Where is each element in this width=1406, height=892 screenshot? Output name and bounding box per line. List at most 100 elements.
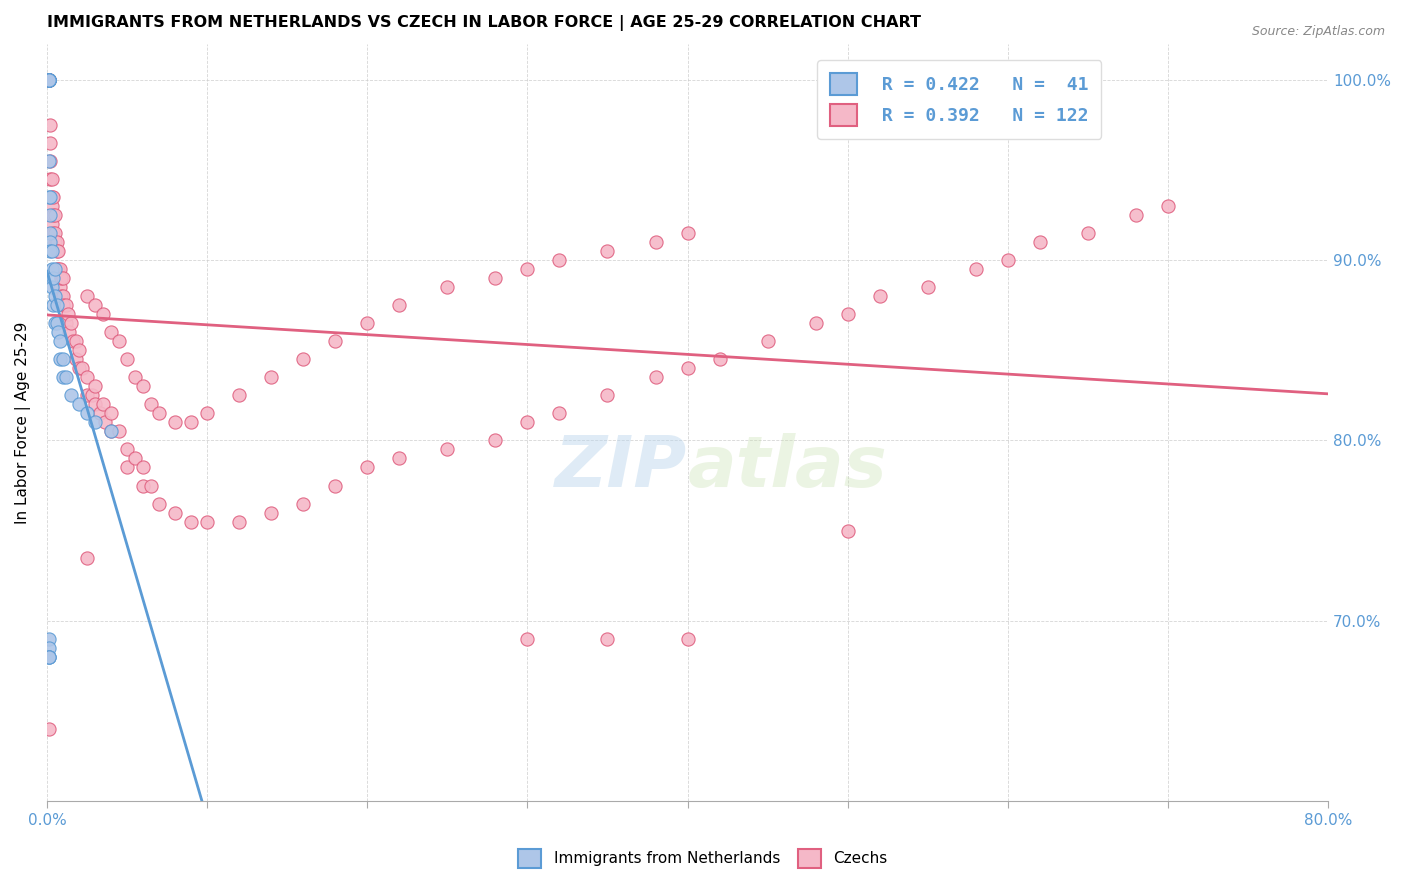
Point [46,325,69,339]
Point [292,497,315,511]
Point [38,649,60,664]
Point [55,316,77,330]
Point [39,226,62,240]
Point [44,289,66,303]
Point [45,244,67,258]
Point [100,425,122,439]
Point [108,334,131,349]
Point [917,280,939,294]
Text: Source: ZipAtlas.com: Source: ZipAtlas.com [1251,25,1385,38]
Point [65,334,87,349]
Point [38,72,60,87]
Point [49,280,72,294]
Point [676,361,699,376]
Point [76,370,98,384]
Point [62,334,84,349]
Point [42,226,65,240]
Point [59,316,82,330]
Point [84,298,107,312]
Point [45,316,67,330]
Point [55,298,77,312]
Point [139,478,162,492]
Point [39,235,62,249]
Point [165,506,187,520]
Point [38,72,60,87]
Point [516,632,538,646]
Point [132,478,155,492]
Point [39,172,62,186]
Point [38,72,60,87]
Point [39,153,62,168]
Point [45,298,67,312]
Point [41,190,63,204]
Point [44,208,66,222]
Point [676,226,699,240]
Point [837,307,859,321]
Point [46,244,69,258]
Point [84,416,107,430]
Point [132,460,155,475]
Point [38,72,60,87]
Point [1125,208,1147,222]
Point [39,136,62,150]
Point [165,416,187,430]
Point [41,280,63,294]
Point [76,550,98,565]
Point [52,271,75,285]
Point [45,235,67,249]
Point [260,506,283,520]
Point [115,442,138,457]
Point [80,388,103,402]
Point [46,262,69,277]
Point [39,244,62,258]
Point [180,515,202,529]
Point [91,397,114,411]
Point [38,632,60,646]
Point [49,352,72,367]
Text: ZIP: ZIP [555,434,688,502]
Point [39,190,62,204]
Point [44,262,66,277]
Point [41,262,63,277]
Point [56,307,79,321]
Point [837,524,859,538]
Point [38,72,60,87]
Point [139,397,162,411]
Point [38,72,60,87]
Text: atlas: atlas [688,434,887,502]
Point [323,478,346,492]
Point [38,72,60,87]
Point [38,649,60,664]
Point [42,298,65,312]
Point [436,442,458,457]
Point [38,190,60,204]
Text: IMMIGRANTS FROM NETHERLANDS VS CZECH IN LABOR FORCE | AGE 25-29 CORRELATION CHAR: IMMIGRANTS FROM NETHERLANDS VS CZECH IN … [46,15,921,31]
Point [484,271,506,285]
Point [42,208,65,222]
Point [100,325,122,339]
Point [67,343,90,358]
Point [44,235,66,249]
Point [49,334,72,349]
Point [41,244,63,258]
Point [44,226,66,240]
Point [38,640,60,655]
Point [67,361,90,376]
Point [39,118,62,132]
Point [180,416,202,430]
Point [55,370,77,384]
Point [228,515,250,529]
Point [42,190,65,204]
Point [38,72,60,87]
Legend:  R = 0.422   N =  41,  R = 0.392   N = 122: R = 0.422 N = 41, R = 0.392 N = 122 [817,61,1101,138]
Y-axis label: In Labor Force | Age 25-29: In Labor Force | Age 25-29 [15,321,31,524]
Point [58,325,80,339]
Point [596,388,619,402]
Point [38,72,60,87]
Point [260,370,283,384]
Point [148,406,170,420]
Point [38,72,60,87]
Point [52,289,75,303]
Point [100,425,122,439]
Point [38,72,60,87]
